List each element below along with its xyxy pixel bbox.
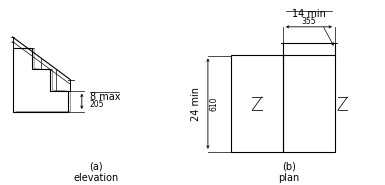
Text: (b)
plan: (b) plan [278, 161, 300, 183]
Bar [283, 56, 335, 152]
Text: 205: 205 [89, 100, 104, 109]
Text: 355: 355 [302, 17, 316, 26]
Text: 8 max: 8 max [89, 92, 120, 102]
Text: 24 min: 24 min [191, 87, 201, 121]
Text: 610: 610 [209, 96, 218, 111]
Bar [231, 56, 283, 152]
Text: (a)
elevation: (a) elevation [74, 161, 119, 183]
Text: 14 min: 14 min [292, 9, 326, 19]
